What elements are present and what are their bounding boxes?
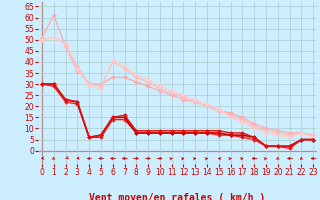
Text: Vent moyen/en rafales ( km/h ): Vent moyen/en rafales ( km/h ) (90, 193, 266, 200)
